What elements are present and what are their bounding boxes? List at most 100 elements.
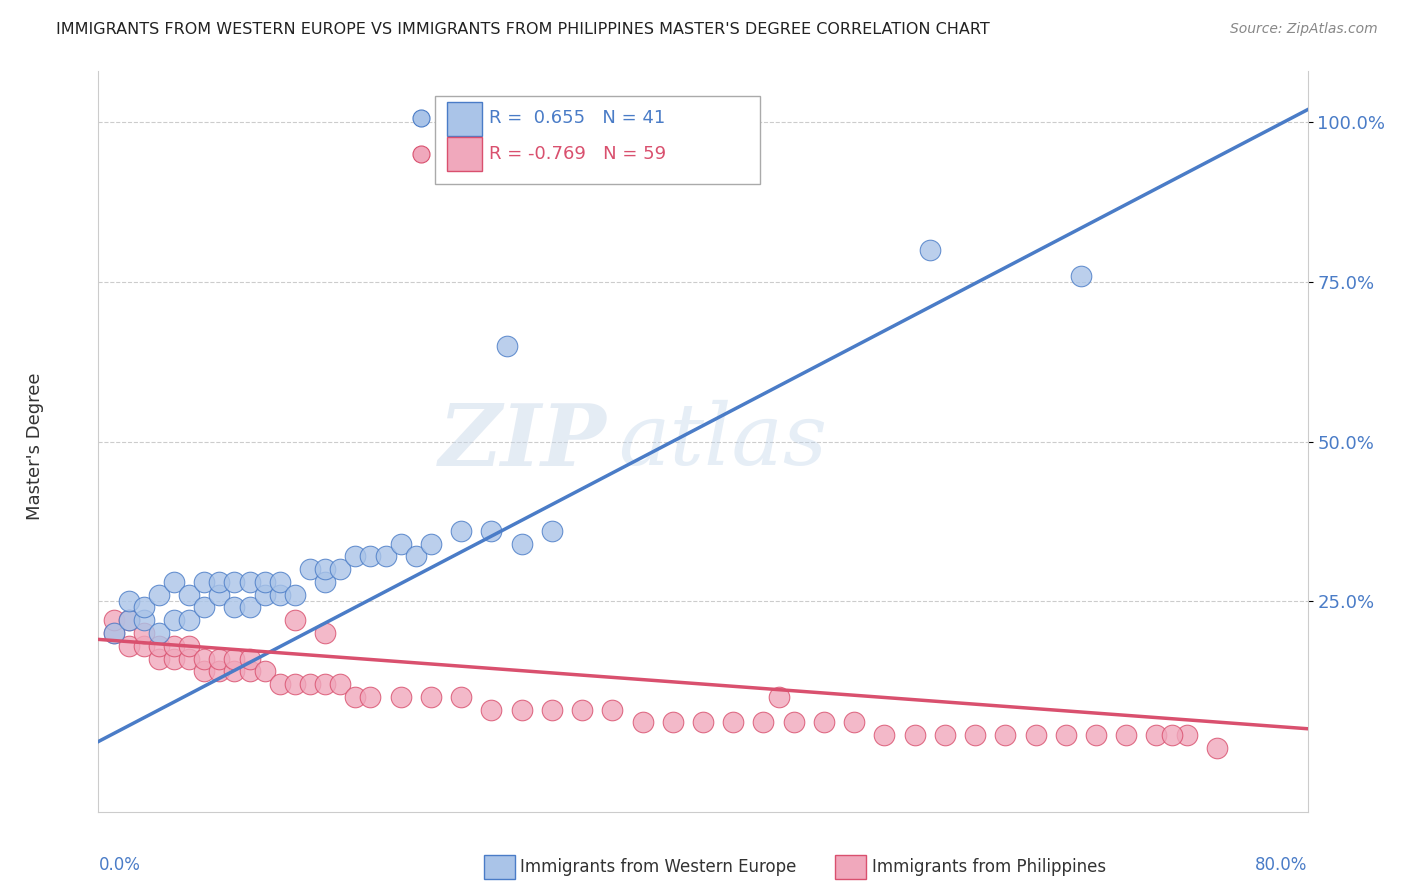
Point (163, 651, 186, 665)
FancyBboxPatch shape (434, 95, 759, 184)
Point (389, 536, 412, 550)
Point (239, 651, 262, 665)
Point (239, 665, 262, 679)
Point (329, 677, 352, 691)
Point (491, 155, 513, 169)
Point (118, 594, 141, 608)
Point (344, 549, 367, 564)
Point (224, 574, 246, 589)
Point (269, 588, 291, 602)
Point (1115, 728, 1137, 742)
Point (1206, 740, 1229, 755)
Point (1054, 728, 1077, 742)
Text: ZIP: ZIP (439, 400, 606, 483)
Point (163, 639, 186, 653)
Point (179, 651, 201, 665)
Point (208, 574, 231, 589)
Point (813, 715, 835, 730)
FancyBboxPatch shape (447, 137, 482, 171)
Point (752, 715, 775, 730)
Point (1070, 268, 1092, 283)
Point (253, 665, 276, 679)
Point (994, 728, 1017, 742)
Point (389, 690, 412, 704)
Point (329, 562, 352, 576)
Point (284, 588, 307, 602)
Point (208, 665, 231, 679)
Point (344, 690, 367, 704)
Point (918, 243, 941, 257)
Point (420, 536, 443, 550)
Point (132, 639, 155, 653)
Point (299, 677, 322, 691)
Point (132, 613, 155, 627)
Point (224, 665, 246, 679)
Point (269, 677, 291, 691)
Point (768, 690, 790, 704)
Point (193, 665, 215, 679)
Point (132, 600, 155, 615)
Point (450, 690, 472, 704)
Point (103, 626, 125, 640)
Point (179, 613, 201, 627)
Point (239, 600, 262, 615)
Point (1175, 728, 1198, 742)
Point (510, 703, 533, 717)
Point (723, 715, 745, 730)
Point (481, 524, 503, 538)
Point (314, 562, 336, 576)
Point (631, 715, 654, 730)
Point (284, 613, 307, 627)
Point (360, 549, 382, 564)
Point (540, 703, 562, 717)
Point (253, 574, 276, 589)
Point (540, 524, 562, 538)
Point (873, 728, 896, 742)
Point (118, 613, 141, 627)
Point (284, 677, 307, 691)
Point (314, 677, 336, 691)
Point (602, 703, 624, 717)
Point (904, 728, 927, 742)
Point (103, 626, 125, 640)
Text: IMMIGRANTS FROM WESTERN EUROPE VS IMMIGRANTS FROM PHILIPPINES MASTER'S DEGREE CO: IMMIGRANTS FROM WESTERN EUROPE VS IMMIGR… (56, 22, 990, 37)
Text: Immigrants from Western Europe: Immigrants from Western Europe (520, 858, 797, 876)
Point (118, 639, 141, 653)
Point (420, 690, 443, 704)
Point (208, 588, 231, 602)
Point (360, 690, 382, 704)
Point (224, 651, 246, 665)
Point (1024, 728, 1046, 742)
Text: Master's Degree: Master's Degree (27, 372, 44, 520)
Point (783, 715, 806, 730)
Point (208, 651, 231, 665)
Point (103, 613, 125, 627)
Point (314, 626, 336, 640)
Point (965, 728, 987, 742)
Point (224, 600, 246, 615)
Point (314, 574, 336, 589)
Point (193, 600, 215, 615)
Point (132, 626, 155, 640)
Point (934, 728, 956, 742)
Point (661, 715, 683, 730)
Point (118, 613, 141, 627)
Text: R =  0.655   N = 41: R = 0.655 N = 41 (489, 109, 665, 127)
Point (510, 536, 533, 550)
Text: 80.0%: 80.0% (1256, 856, 1308, 874)
Point (1160, 728, 1182, 742)
Point (692, 715, 714, 730)
Point (405, 549, 427, 564)
Point (374, 549, 396, 564)
Point (179, 639, 201, 653)
Text: 0.0%: 0.0% (98, 856, 141, 874)
Point (148, 639, 170, 653)
Point (163, 613, 186, 627)
Point (269, 574, 291, 589)
Point (193, 574, 215, 589)
Point (450, 524, 472, 538)
Point (1144, 728, 1167, 742)
FancyBboxPatch shape (447, 102, 482, 136)
Text: Immigrants from Philippines: Immigrants from Philippines (872, 858, 1107, 876)
Text: R = -0.769   N = 59: R = -0.769 N = 59 (489, 145, 666, 162)
